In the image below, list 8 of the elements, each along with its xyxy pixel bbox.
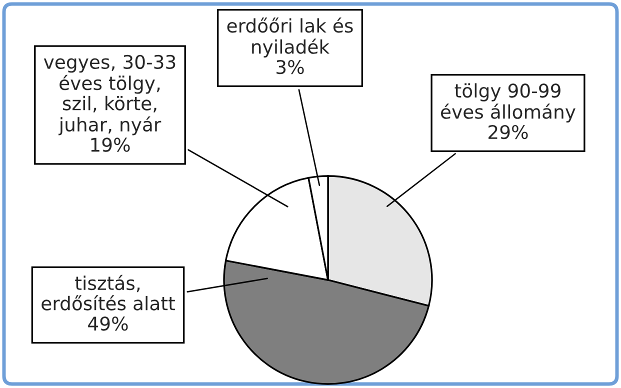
slice-label: tölgy 90-99 éves állomány (441, 83, 576, 123)
slice-label: erdőőri lak és nyiladék (227, 17, 353, 58)
data-label: 29% (488, 124, 528, 140)
data-label: 49% (88, 316, 128, 331)
data-label: 19% (91, 138, 130, 152)
data-label: 3% (276, 60, 304, 74)
slice-label: vegyes, 30-33 éves tölgy, szil, körte, juhar, nyár (44, 54, 176, 136)
slice-label: tisztás, erdősítés alatt (42, 274, 175, 310)
